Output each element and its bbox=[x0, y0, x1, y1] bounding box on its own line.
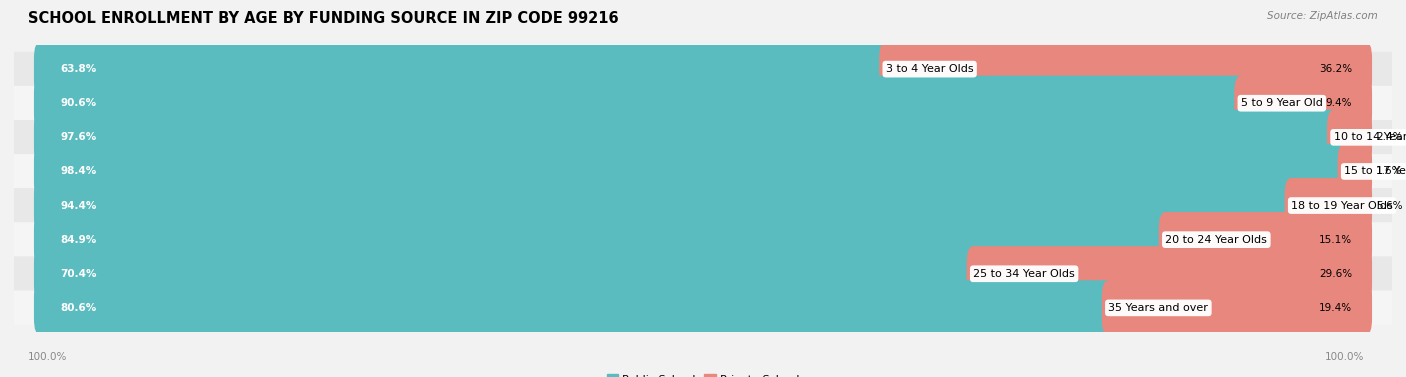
Text: 18 to 19 Year Olds: 18 to 19 Year Olds bbox=[1291, 201, 1393, 211]
FancyBboxPatch shape bbox=[14, 256, 1392, 291]
Text: 9.4%: 9.4% bbox=[1326, 98, 1353, 108]
Text: 19.4%: 19.4% bbox=[1319, 303, 1353, 313]
Text: 25 to 34 Year Olds: 25 to 34 Year Olds bbox=[973, 269, 1076, 279]
Text: 63.8%: 63.8% bbox=[60, 64, 97, 74]
Text: 100.0%: 100.0% bbox=[1324, 352, 1364, 362]
Text: Source: ZipAtlas.com: Source: ZipAtlas.com bbox=[1267, 11, 1378, 21]
Text: 98.4%: 98.4% bbox=[60, 166, 97, 176]
Text: 90.6%: 90.6% bbox=[60, 98, 97, 108]
FancyBboxPatch shape bbox=[34, 110, 1340, 165]
Text: 94.4%: 94.4% bbox=[60, 201, 97, 211]
FancyBboxPatch shape bbox=[967, 246, 1372, 301]
FancyBboxPatch shape bbox=[1159, 212, 1372, 267]
FancyBboxPatch shape bbox=[34, 212, 1173, 267]
Text: SCHOOL ENROLLMENT BY AGE BY FUNDING SOURCE IN ZIP CODE 99216: SCHOOL ENROLLMENT BY AGE BY FUNDING SOUR… bbox=[28, 11, 619, 26]
Text: 84.9%: 84.9% bbox=[60, 234, 97, 245]
Text: 15.1%: 15.1% bbox=[1319, 234, 1353, 245]
FancyBboxPatch shape bbox=[14, 222, 1392, 257]
FancyBboxPatch shape bbox=[1337, 144, 1372, 199]
FancyBboxPatch shape bbox=[1234, 76, 1372, 131]
FancyBboxPatch shape bbox=[34, 144, 1351, 199]
Text: 10 to 14 Year Olds: 10 to 14 Year Olds bbox=[1334, 132, 1406, 143]
FancyBboxPatch shape bbox=[34, 76, 1247, 131]
Text: 70.4%: 70.4% bbox=[60, 269, 97, 279]
Text: 1.6%: 1.6% bbox=[1376, 166, 1403, 176]
Text: 20 to 24 Year Olds: 20 to 24 Year Olds bbox=[1166, 234, 1267, 245]
Text: 36.2%: 36.2% bbox=[1319, 64, 1353, 74]
FancyBboxPatch shape bbox=[34, 246, 980, 301]
Legend: Public School, Private School: Public School, Private School bbox=[602, 370, 804, 377]
FancyBboxPatch shape bbox=[1102, 280, 1372, 336]
FancyBboxPatch shape bbox=[1327, 110, 1372, 165]
FancyBboxPatch shape bbox=[14, 120, 1392, 155]
FancyBboxPatch shape bbox=[34, 280, 1115, 336]
FancyBboxPatch shape bbox=[14, 188, 1392, 223]
Text: 35 Years and over: 35 Years and over bbox=[1108, 303, 1208, 313]
Text: 5.6%: 5.6% bbox=[1376, 201, 1403, 211]
Text: 3 to 4 Year Olds: 3 to 4 Year Olds bbox=[886, 64, 973, 74]
Text: 100.0%: 100.0% bbox=[28, 352, 67, 362]
FancyBboxPatch shape bbox=[34, 178, 1298, 233]
FancyBboxPatch shape bbox=[1285, 178, 1372, 233]
FancyBboxPatch shape bbox=[14, 52, 1392, 86]
FancyBboxPatch shape bbox=[34, 41, 893, 97]
Text: 80.6%: 80.6% bbox=[60, 303, 97, 313]
Text: 2.4%: 2.4% bbox=[1376, 132, 1403, 143]
Text: 5 to 9 Year Old: 5 to 9 Year Old bbox=[1241, 98, 1323, 108]
Text: 15 to 17 Year Olds: 15 to 17 Year Olds bbox=[1344, 166, 1406, 176]
FancyBboxPatch shape bbox=[14, 86, 1392, 121]
FancyBboxPatch shape bbox=[14, 154, 1392, 189]
FancyBboxPatch shape bbox=[14, 291, 1392, 325]
FancyBboxPatch shape bbox=[879, 41, 1372, 97]
Text: 29.6%: 29.6% bbox=[1319, 269, 1353, 279]
Text: 97.6%: 97.6% bbox=[60, 132, 97, 143]
